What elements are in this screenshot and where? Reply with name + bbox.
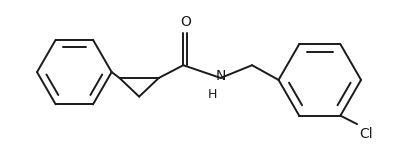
Text: H: H: [208, 88, 217, 101]
Text: Cl: Cl: [358, 127, 372, 141]
Text: O: O: [179, 15, 190, 29]
Text: N: N: [215, 69, 225, 83]
